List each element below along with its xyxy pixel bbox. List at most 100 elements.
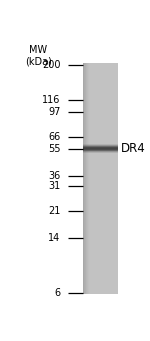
Bar: [83, 193, 118, 194]
Bar: [83, 161, 118, 162]
Bar: [83, 217, 118, 218]
Bar: [83, 242, 118, 243]
Bar: [83, 72, 118, 73]
Text: 14: 14: [48, 233, 61, 243]
Bar: [83, 142, 118, 143]
Bar: [83, 212, 118, 213]
Bar: [83, 184, 118, 185]
Bar: [83, 251, 118, 252]
Bar: [83, 219, 118, 220]
Bar: [83, 250, 118, 251]
Bar: [83, 172, 118, 173]
Bar: [83, 285, 118, 286]
Bar: [83, 194, 118, 195]
Bar: [87, 63, 88, 294]
Bar: [83, 189, 118, 190]
Bar: [83, 273, 118, 274]
Bar: [83, 186, 118, 187]
Bar: [83, 290, 118, 291]
Bar: [83, 203, 118, 204]
Bar: [83, 106, 118, 107]
Bar: [85, 63, 86, 294]
Bar: [83, 291, 118, 292]
Bar: [83, 199, 118, 200]
Bar: [83, 241, 118, 242]
Bar: [83, 114, 118, 115]
Bar: [83, 266, 118, 267]
Bar: [83, 253, 118, 254]
Bar: [83, 208, 118, 209]
Bar: [83, 286, 118, 287]
Bar: [83, 82, 118, 83]
Bar: [83, 130, 118, 131]
Bar: [83, 255, 118, 256]
Bar: [83, 268, 118, 269]
Bar: [83, 252, 118, 253]
Bar: [83, 198, 118, 199]
Bar: [83, 123, 118, 124]
Bar: [83, 147, 118, 148]
Bar: [83, 169, 118, 170]
Bar: [83, 292, 118, 293]
Bar: [83, 112, 118, 113]
Bar: [83, 225, 118, 226]
Bar: [83, 95, 118, 97]
Bar: [83, 239, 118, 240]
Bar: [83, 102, 118, 103]
Bar: [85, 63, 86, 294]
Bar: [83, 285, 118, 286]
Bar: [83, 85, 118, 86]
Bar: [83, 247, 118, 248]
Bar: [83, 129, 118, 130]
Bar: [83, 148, 118, 149]
Bar: [83, 64, 118, 65]
Text: 21: 21: [48, 206, 61, 217]
Bar: [83, 108, 118, 109]
Bar: [83, 71, 118, 72]
Bar: [83, 135, 118, 136]
Bar: [83, 228, 118, 229]
Bar: [83, 272, 118, 273]
Bar: [83, 237, 118, 238]
Bar: [83, 159, 118, 160]
Bar: [83, 127, 118, 128]
Bar: [83, 207, 118, 208]
Bar: [83, 120, 118, 121]
Bar: [83, 180, 118, 181]
Bar: [83, 76, 118, 77]
Bar: [83, 104, 118, 105]
Bar: [83, 233, 118, 234]
Bar: [83, 102, 118, 103]
Bar: [83, 97, 118, 98]
Bar: [83, 269, 118, 270]
Bar: [83, 132, 118, 133]
Bar: [83, 176, 118, 177]
Bar: [83, 99, 118, 100]
Bar: [83, 75, 118, 76]
Bar: [83, 138, 118, 139]
Bar: [83, 63, 84, 294]
Bar: [83, 201, 118, 202]
Bar: [83, 72, 118, 73]
Bar: [83, 214, 118, 215]
Bar: [83, 151, 118, 152]
Bar: [83, 212, 118, 213]
Bar: [83, 171, 118, 172]
Bar: [83, 154, 118, 155]
Text: 116: 116: [42, 95, 61, 105]
Bar: [83, 191, 118, 192]
Bar: [83, 279, 118, 280]
Bar: [83, 200, 118, 201]
Bar: [83, 243, 118, 244]
Text: 66: 66: [48, 132, 61, 142]
Bar: [83, 270, 118, 271]
Bar: [83, 86, 118, 87]
Bar: [83, 283, 118, 284]
Bar: [83, 246, 118, 247]
Bar: [83, 162, 118, 163]
Bar: [83, 124, 118, 125]
Bar: [83, 146, 118, 147]
Bar: [83, 275, 118, 276]
Bar: [83, 74, 118, 75]
Bar: [83, 121, 118, 122]
